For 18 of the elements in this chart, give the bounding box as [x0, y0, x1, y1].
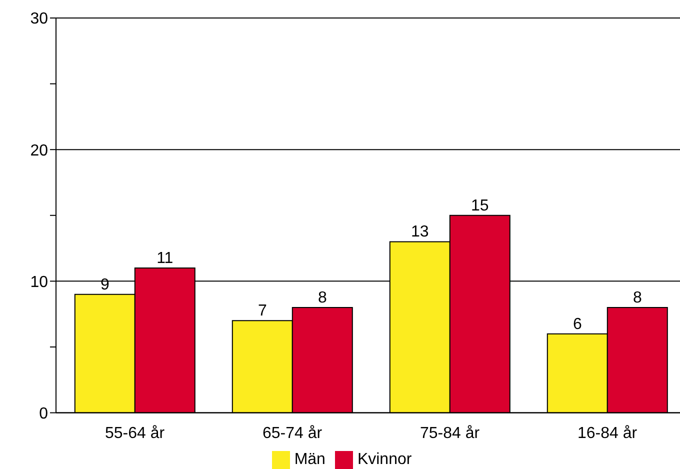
data-label: 6	[572, 316, 582, 333]
legend-label: Kvinnor	[357, 451, 412, 468]
data-label: 13	[411, 224, 429, 241]
y-tick-label: 20	[30, 142, 48, 160]
data-label: 11	[156, 250, 174, 268]
y-tick-label: 30	[30, 10, 48, 28]
x-tick-label: 75-84 år	[420, 425, 480, 442]
x-tick-label: 65-74 år	[262, 425, 323, 442]
data-label: 7	[258, 302, 267, 320]
data-label: 9	[100, 276, 110, 294]
legend-label: Män	[294, 451, 326, 468]
data-label: 15	[471, 197, 489, 214]
data-label: 8	[318, 289, 327, 306]
y-tick-label: 0	[39, 405, 48, 422]
y-tick-label: 10	[30, 274, 48, 291]
x-tick-label: 55-64 år	[104, 425, 166, 442]
x-tick-label: 16-84 år	[577, 425, 638, 442]
data-label: 8	[632, 289, 642, 306]
